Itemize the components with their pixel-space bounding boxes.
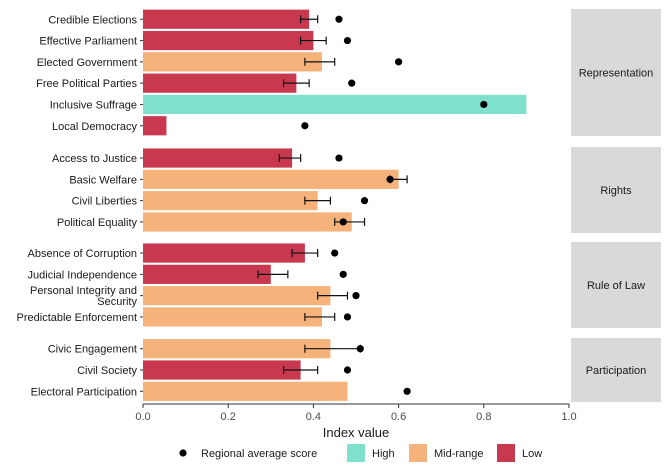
regional-average-point xyxy=(343,36,352,45)
y-tick-label: Political Equality xyxy=(57,217,138,229)
regional-average-point xyxy=(386,175,394,183)
bar xyxy=(143,243,305,263)
facet-strip-label: Representation xyxy=(579,68,654,80)
x-tick-label: 0.0 xyxy=(135,411,150,423)
facet-strip-label: Participation xyxy=(586,365,647,377)
bar xyxy=(143,9,310,29)
bar xyxy=(143,264,271,284)
panel: Civic Engagement Civil Society Electoral P… xyxy=(31,338,661,402)
regional-average-point xyxy=(480,100,488,109)
y-tick-label: Credible Elections xyxy=(48,14,137,26)
regional-average-point xyxy=(356,345,364,353)
y-tick-label: Free Political Parties xyxy=(36,78,137,90)
x-tick-label: 0.8 xyxy=(476,411,491,423)
regional-average-point xyxy=(339,270,347,278)
regional-average-point xyxy=(395,58,403,66)
bar xyxy=(143,52,322,72)
regional-average-point xyxy=(335,154,343,162)
regional-average-point xyxy=(360,197,369,205)
legend-swatch xyxy=(347,444,365,462)
regional-average-point xyxy=(343,313,352,321)
y-tick-label: Predictable Enforcement xyxy=(17,312,137,324)
facet-strip-label: Rule of Law xyxy=(587,280,645,292)
bar xyxy=(143,73,297,93)
regional-average-point xyxy=(403,387,411,395)
x-tick-label: 0.2 xyxy=(221,411,236,423)
legend-label: Mid-range xyxy=(434,448,484,460)
legend: Regional average score High Mid-range Low xyxy=(179,444,542,462)
bar xyxy=(143,191,318,211)
panel: Absence of Corruption Judicial Independen… xyxy=(17,242,661,328)
legend-swatch xyxy=(497,444,515,462)
facet-strip xyxy=(571,338,661,402)
regional-average-point xyxy=(348,79,356,87)
y-tick-label: Local Democracy xyxy=(52,121,137,133)
bar xyxy=(143,286,331,306)
legend-item: High xyxy=(347,444,395,462)
bar xyxy=(143,360,301,380)
regional-average-point xyxy=(352,292,360,300)
bar xyxy=(143,212,352,232)
y-tick-label: Elected Government xyxy=(37,57,137,69)
y-tick-label: Electoral Participation xyxy=(31,386,137,398)
bar xyxy=(143,339,331,359)
y-tick-label: Basic Welfare xyxy=(69,174,137,186)
y-tick-label: Civil Society xyxy=(77,365,137,377)
facet-strip xyxy=(571,147,661,233)
legend-label: High xyxy=(372,448,395,460)
y-tick-label: Personal Integrity and Security xyxy=(30,285,138,308)
regional-average-point xyxy=(331,249,339,257)
y-tick-label: Absence of Corruption xyxy=(28,248,137,260)
regional-average-point xyxy=(339,218,347,226)
legend-label: Regional average score xyxy=(201,448,317,460)
regional-average-point xyxy=(335,15,343,23)
y-tick-label: Judicial Independence xyxy=(28,269,137,281)
legend-item-regional-average: Regional average score xyxy=(179,448,317,460)
bar xyxy=(143,307,322,327)
x-tick-label: 1.0 xyxy=(561,411,576,423)
bar xyxy=(143,381,348,401)
bar xyxy=(143,94,527,115)
panels-layer: Credible Elections Effective Parliament El… xyxy=(17,9,661,402)
bar xyxy=(143,30,314,51)
legend-item: Mid-range xyxy=(409,444,484,462)
bar xyxy=(143,169,399,189)
regional-average-point xyxy=(343,366,352,374)
y-tick-label: Civil Liberties xyxy=(72,196,138,208)
legend-label: Low xyxy=(522,448,542,460)
x-tick-label: 0.4 xyxy=(306,411,321,423)
y-tick-label: Inclusive Suffrage xyxy=(50,99,137,111)
x-axis: 0.0 0.2 0.4 0.6 0.8 1.0 xyxy=(135,403,577,423)
bar xyxy=(143,148,293,168)
y-tick-label: Effective Parliament xyxy=(39,36,137,48)
panel: Credible Elections Effective Parliament El… xyxy=(36,9,661,136)
regional-average-point xyxy=(301,122,309,130)
x-axis-title: Index value xyxy=(323,425,390,440)
legend-point-marker xyxy=(179,449,187,457)
y-tick-label: Civic Engagement xyxy=(48,344,137,356)
y-tick-label: Access to Justice xyxy=(52,153,137,165)
facet-strip xyxy=(571,242,661,328)
x-tick-label: 0.6 xyxy=(391,411,406,423)
facet-strip-label: Rights xyxy=(600,185,632,197)
legend-item: Low xyxy=(497,444,542,462)
facet-strip xyxy=(571,9,661,136)
panel: Access to Justice Basic Welfare Civil Libe… xyxy=(52,147,661,233)
bar xyxy=(143,116,167,136)
legend-swatch xyxy=(409,444,427,462)
